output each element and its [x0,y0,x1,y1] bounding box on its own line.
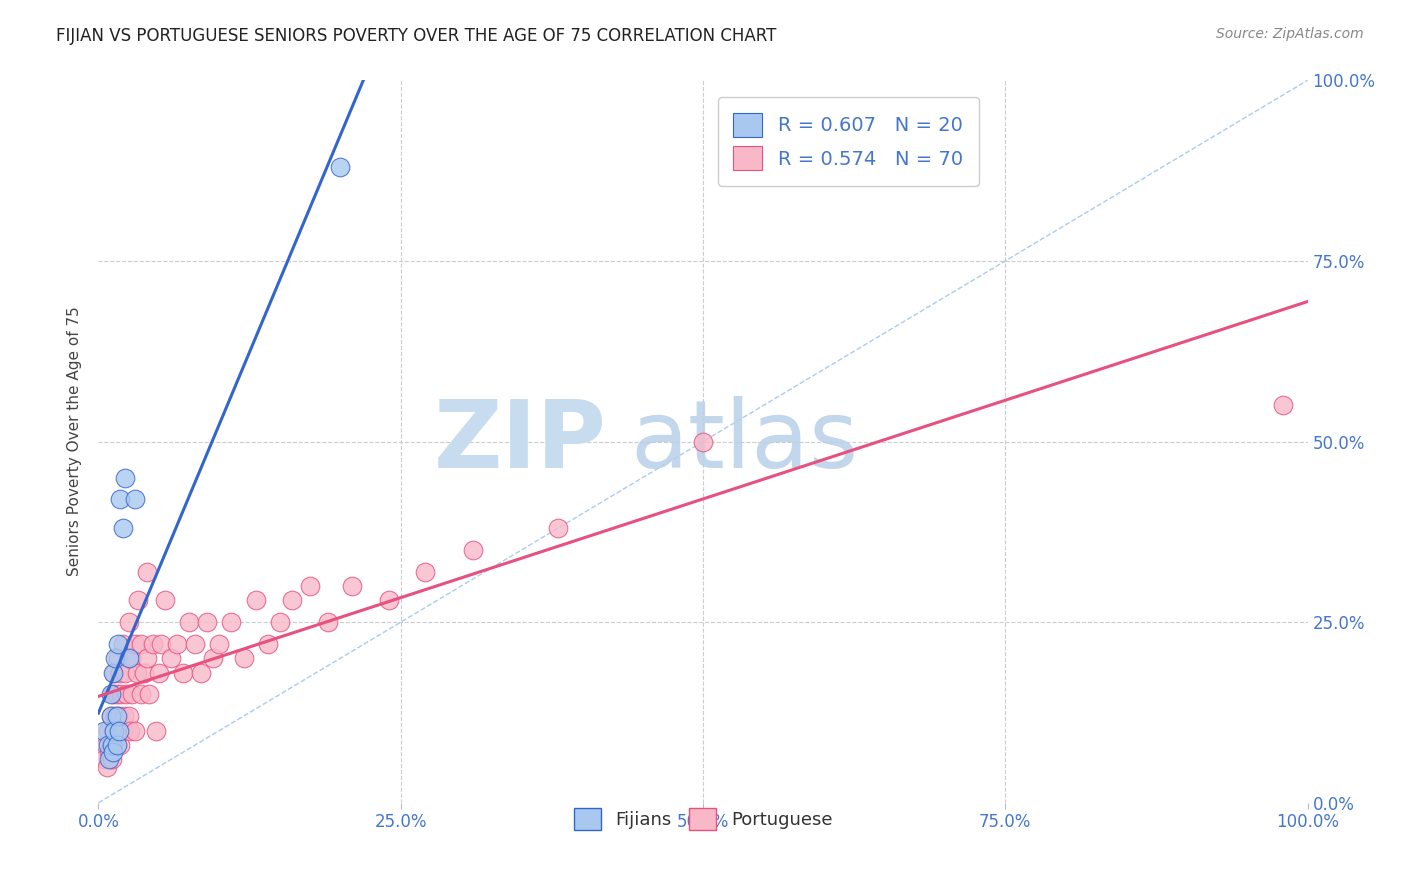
Point [413,565,436,579]
Point [104,709,127,723]
Point [184,637,207,651]
Point [100,738,122,752]
Point [118,615,141,630]
Point [112,709,135,723]
Point [107,723,129,738]
Point [121,687,143,701]
Point [97,738,120,752]
Point [269,615,291,630]
Point [316,615,339,630]
Point [110,687,132,701]
Point [166,637,188,651]
Point [256,637,278,651]
Point [127,593,149,607]
Point [104,651,127,665]
Point [281,593,304,607]
Point [100,738,122,752]
Point [118,651,141,665]
Point [138,687,160,701]
Point [124,723,146,738]
Point [129,637,152,651]
Point [153,593,176,607]
Point [103,738,125,752]
Point [98,745,121,759]
Point [190,665,212,680]
Text: ZIP: ZIP [433,395,606,488]
Text: atlas: atlas [630,395,859,488]
Point [160,651,183,665]
Point [93,723,115,738]
Point [107,651,129,665]
Point [105,738,128,752]
Point [108,665,131,680]
Point [97,723,120,738]
Point [124,492,146,507]
Point [135,565,157,579]
Point [111,521,134,535]
Point [148,665,170,680]
Point [100,709,122,723]
Point [377,593,399,607]
Point [202,651,225,665]
Point [111,723,134,738]
Point [1272,398,1295,412]
Point [692,434,714,449]
Point [105,687,128,701]
Point [127,665,149,680]
Point [103,723,125,738]
Point [134,665,156,680]
Point [120,651,142,665]
Point [101,745,124,759]
Point [94,738,117,752]
Point [101,723,124,738]
Point [100,709,122,723]
Point [105,738,128,752]
Point [105,709,128,723]
Point [100,752,122,766]
Point [108,492,131,507]
Point [118,709,141,723]
Point [114,470,136,484]
Point [101,687,124,701]
Point [111,637,134,651]
Point [98,752,121,766]
Text: FIJIAN VS PORTUGUESE SENIORS POVERTY OVER THE AGE OF 75 CORRELATION CHART: FIJIAN VS PORTUGUESE SENIORS POVERTY OVE… [56,27,776,45]
Point [101,665,124,680]
Y-axis label: Seniors Poverty Over the Age of 75: Seniors Poverty Over the Age of 75 [67,307,83,576]
Point [150,637,173,651]
Point [108,738,131,752]
Point [299,579,322,593]
Point [547,521,569,535]
Point [107,637,129,651]
Point [142,637,165,651]
Legend: Fijians, Portuguese: Fijians, Portuguese [567,801,839,837]
Point [245,593,267,607]
Point [96,760,118,774]
Point [329,160,352,174]
Point [108,723,131,738]
Point [342,579,364,593]
Point [103,665,125,680]
Point [93,752,115,766]
Point [232,651,254,665]
Point [114,665,136,680]
Point [221,615,243,630]
Point [100,687,122,701]
Point [179,615,201,630]
Point [129,687,152,701]
Point [145,723,167,738]
Point [172,665,194,680]
Point [118,723,141,738]
Point [195,615,218,630]
Point [135,651,157,665]
Point [108,709,131,723]
Point [463,542,485,557]
Text: Source: ZipAtlas.com: Source: ZipAtlas.com [1216,27,1364,41]
Point [208,637,231,651]
Point [124,637,146,651]
Point [115,687,138,701]
